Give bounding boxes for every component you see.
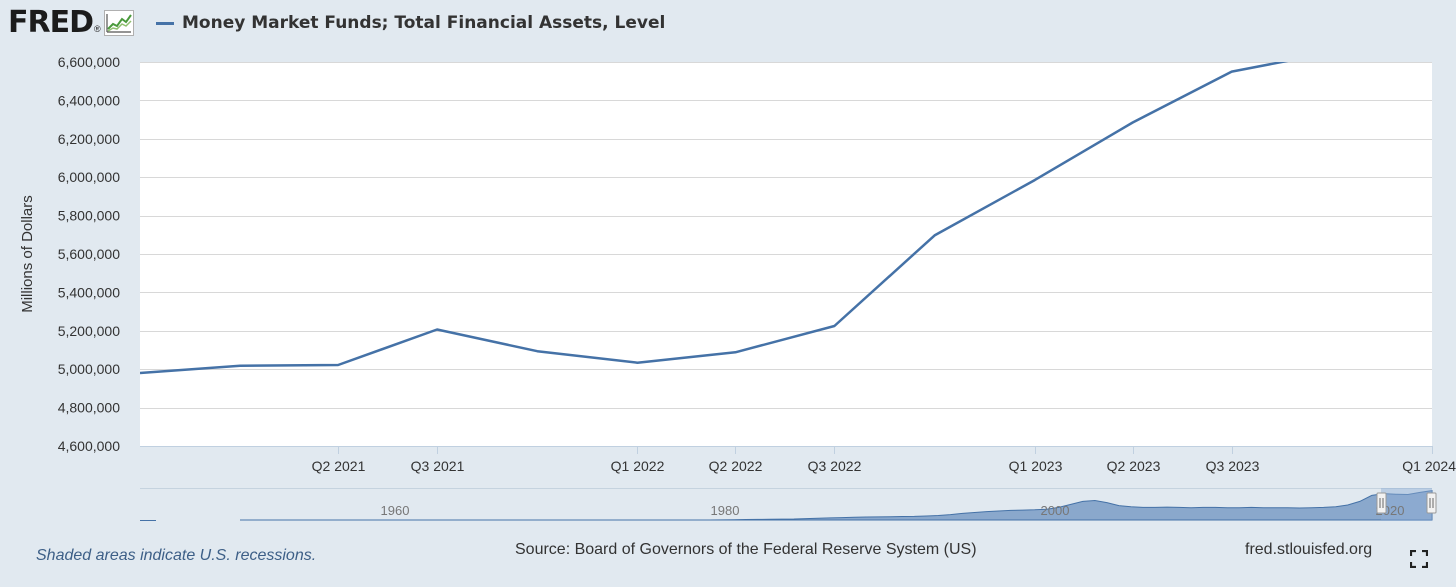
x-tick-label: Q3 2022 [808,458,862,474]
y-tick-label: 6,000,000 [58,169,120,185]
x-tick-label: Q1 2024 [1402,458,1456,474]
y-tick-label: 5,400,000 [58,284,120,300]
line-graph-icon [103,10,134,36]
registered-mark: ® [94,24,101,34]
grid [140,62,1432,447]
y-tick-label: 5,600,000 [58,246,120,262]
y-tick-label: 4,800,000 [58,400,120,416]
series-line [140,62,1289,375]
y-tick-label: 6,600,000 [58,54,120,70]
navigator[interactable]: 1960 1980 2000 2020 [140,488,1437,521]
y-tick-labels: 4,600,000 4,800,000 5,000,000 5,200,000 5,40… [58,54,120,454]
navigator-selection[interactable] [1381,488,1432,521]
legend-label: Money Market Funds; Total Financial Asse… [182,13,666,33]
navigator-tick-label: 1960 [381,503,410,518]
fullscreen-icon[interactable] [1410,550,1428,568]
y-tick-label: 5,200,000 [58,323,120,339]
fred-logo[interactable]: FRED ® [8,6,134,40]
x-ticks: Q2 2021 Q3 2021 Q1 2022 Q2 2022 Q3 2022 Q1 20… [312,446,1456,474]
legend-swatch [156,21,174,25]
y-axis-label: Millions of Dollars [19,195,36,313]
x-tick-label: Q2 2023 [1107,458,1161,474]
y-tick-label: 6,200,000 [58,131,120,147]
site-link[interactable]: fred.stlouisfed.org [1245,541,1373,558]
navigator-tick-label: 2000 [1041,503,1070,518]
x-tick-label: Q3 2023 [1206,458,1260,474]
navigator-handle-right[interactable] [1426,492,1437,514]
x-tick-label: Q1 2023 [1009,458,1063,474]
legend[interactable]: Money Market Funds; Total Financial Asse… [156,13,665,33]
navigator-handle-left[interactable] [1376,492,1387,514]
navigator-tick-label: 1980 [711,503,740,518]
x-tick-label: Q1 2022 [611,458,665,474]
y-tick-label: 6,400,000 [58,92,120,108]
y-tick-label: 5,000,000 [58,361,120,377]
fred-logo-text: FRED [8,5,94,40]
x-tick-label: Q2 2021 [312,458,366,474]
recession-note: Shaded areas indicate U.S. recessions. [36,547,317,564]
y-tick-label: 5,800,000 [58,208,120,224]
series-points [140,71,1232,374]
y-tick-label: 4,600,000 [58,438,120,454]
source-note: Source: Board of Governors of the Federa… [515,541,977,558]
x-tick-label: Q3 2021 [411,458,465,474]
x-tick-label: Q2 2022 [709,458,763,474]
navigator-area [240,490,1433,521]
